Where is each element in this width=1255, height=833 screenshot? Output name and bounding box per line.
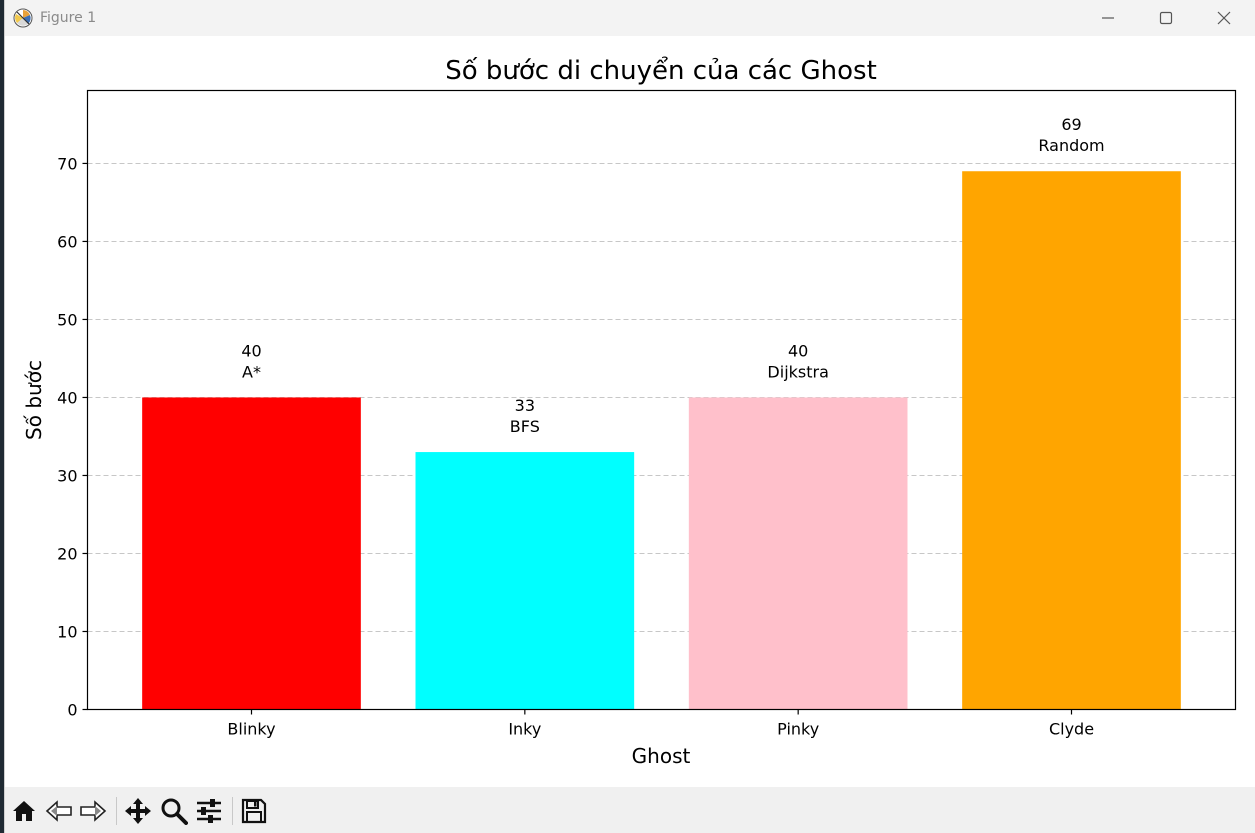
home-button[interactable]: [8, 795, 40, 827]
zoom-button[interactable]: [158, 795, 190, 827]
pan-icon: [125, 798, 151, 824]
navigation-toolbar: [5, 787, 1255, 833]
window-title: Figure 1: [40, 10, 97, 26]
title-bar[interactable]: Figure 1: [5, 0, 1255, 36]
minimize-icon: [1102, 17, 1114, 19]
y-tick-label: 20: [57, 544, 77, 563]
bar-algorithm-label: Random: [1038, 136, 1104, 155]
x-tick-label: Inky: [508, 720, 541, 739]
x-tick-label: Blinky: [227, 720, 275, 739]
save-button[interactable]: [238, 795, 270, 827]
close-button[interactable]: [1195, 0, 1253, 36]
y-tick-label: 30: [57, 466, 77, 485]
maximize-button[interactable]: [1137, 0, 1195, 36]
bar-inky: [415, 452, 635, 710]
y-tick-label: 0: [67, 701, 77, 720]
home-icon: [13, 801, 35, 821]
x-axis-label: Ghost: [632, 744, 691, 768]
bar-algorithm-label: A*: [242, 362, 261, 381]
forward-icon: [80, 800, 107, 822]
forward-button[interactable]: [77, 795, 109, 827]
configure-subplots-icon: [197, 799, 221, 823]
chart-title: Số bước di chuyển của các Ghost: [445, 55, 877, 86]
bar-value-label: 33: [515, 396, 535, 415]
figure-canvas[interactable]: Số bước di chuyển của các Ghost 40 A* 33 BF…: [5, 36, 1255, 787]
matplotlib-logo-icon: [13, 8, 33, 28]
x-tick-label: Clyde: [1049, 720, 1094, 739]
bar-value-label: 69: [1061, 115, 1081, 134]
plot-frame: [86, 89, 1237, 711]
toolbar-separator: [232, 797, 233, 825]
minimize-button[interactable]: [1079, 0, 1137, 36]
x-tick-label: Pinky: [777, 720, 819, 739]
zoom-icon: [161, 798, 188, 825]
bar-pinky: [688, 397, 908, 710]
y-tick-label: 50: [57, 310, 77, 329]
pan-button[interactable]: [122, 795, 154, 827]
back-icon: [45, 800, 72, 822]
y-tick-label: 70: [57, 154, 77, 173]
y-tick-label: 60: [57, 232, 77, 251]
bar-clyde: [962, 171, 1181, 710]
toolbar-separator: [116, 797, 117, 825]
maximize-icon: [1159, 11, 1173, 25]
bar-blinky: [142, 397, 361, 710]
y-tick-label: 10: [57, 622, 77, 641]
y-tick-label: 40: [57, 388, 77, 407]
close-icon: [1217, 11, 1231, 25]
bar-chart: Số bước di chuyển của các Ghost 40 A* 33 BF…: [22, 55, 1237, 768]
bar-value-label: 40: [788, 341, 808, 360]
configure-subplots-button[interactable]: [193, 795, 225, 827]
back-button[interactable]: [43, 795, 75, 827]
figure-window: Figure 1 Số bước di chuyển của các Ghost…: [4, 0, 1255, 833]
y-axis-label: Số bước: [22, 360, 46, 440]
bar-algorithm-label: BFS: [510, 417, 540, 436]
bar-value-label: 40: [241, 341, 261, 360]
save-icon: [241, 798, 267, 824]
bar-algorithm-label: Dijkstra: [767, 362, 828, 381]
